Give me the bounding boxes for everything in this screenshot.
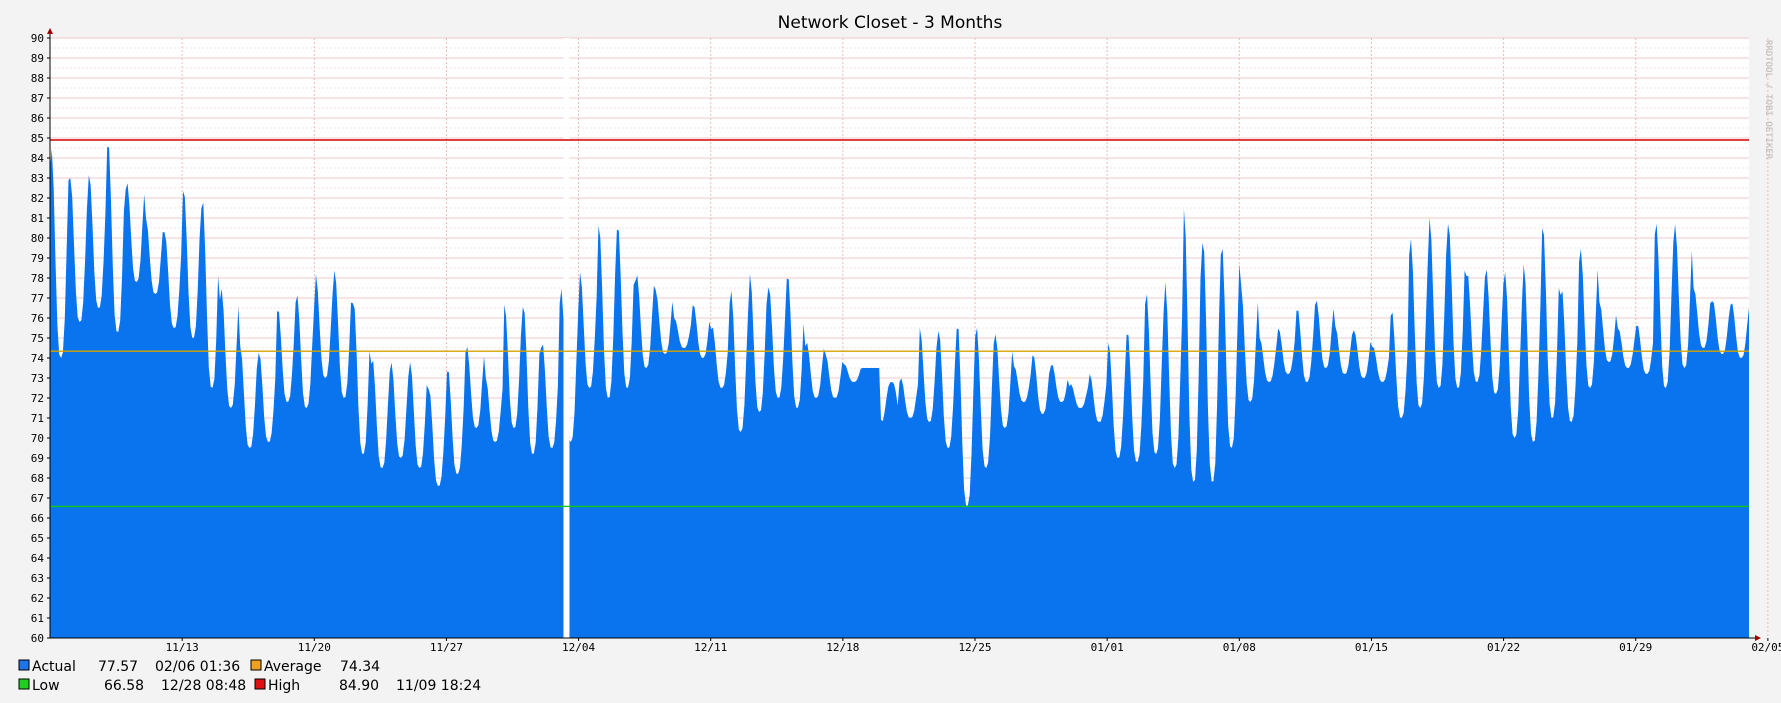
legend-swatch-average (250, 659, 262, 671)
y-tick-label: 73 (31, 372, 44, 385)
legend-swatch-actual (18, 659, 30, 671)
y-tick-label: 62 (31, 592, 44, 605)
x-tick-label: 01/29 (1619, 641, 1652, 654)
y-tick-label: 64 (31, 552, 45, 565)
y-tick-label: 85 (31, 132, 44, 145)
legend-time-actual: 02/06 01:36 (155, 659, 240, 675)
legend-item-high: High 84.90 11/09 18:24 (254, 678, 481, 694)
y-axis-tick-labels: 60 61 62 63 64 65 66 67 68 69 70 71 72 73 74 75 76 77 78 79… (31, 32, 50, 645)
y-tick-label: 68 (31, 472, 44, 485)
y-tick-label: 79 (31, 252, 44, 265)
series-area (50, 38, 1749, 638)
x-tick-label: 01/01 (1091, 641, 1124, 654)
legend-label-actual: Actual (32, 659, 76, 675)
y-tick-label: 69 (31, 452, 44, 465)
legend-item-average: Average 74.34 (250, 659, 380, 675)
y-tick-label: 80 (31, 232, 44, 245)
y-tick-label: 60 (31, 632, 44, 645)
y-tick-label: 90 (31, 32, 44, 45)
y-tick-label: 89 (31, 52, 44, 65)
legend-value-high: 84.90 (339, 678, 379, 694)
legend-value-average: 74.34 (340, 659, 380, 675)
legend-value-actual: 77.57 (98, 659, 138, 675)
legend-swatch-high (254, 678, 266, 690)
y-tick-label: 88 (31, 72, 44, 85)
y-tick-label: 76 (31, 312, 44, 325)
x-axis-tick-labels: 11/13 11/20 11/27 12/04 12/11 12/18 12/25 01/01… (166, 638, 1781, 654)
x-tick-label: 01/22 (1487, 641, 1520, 654)
threshold-lines (50, 139, 1749, 508)
x-tick-label: 12/25 (958, 641, 991, 654)
legend-swatch-low (18, 678, 30, 690)
x-tick-label: 01/15 (1355, 641, 1388, 654)
x-axis-arrow-icon (1755, 635, 1761, 641)
y-tick-label: 82 (31, 192, 44, 205)
x-tick-label: 01/08 (1223, 641, 1256, 654)
y-tick-label: 81 (31, 212, 44, 225)
y-tick-label: 63 (31, 572, 44, 585)
y-tick-label: 71 (31, 412, 44, 425)
y-tick-label: 86 (31, 112, 44, 125)
y-tick-label: 83 (31, 172, 44, 185)
y-tick-label: 70 (31, 432, 44, 445)
y-tick-label: 65 (31, 532, 44, 545)
x-tick-label: 11/27 (430, 641, 463, 654)
x-tick-label: 12/18 (826, 641, 859, 654)
y-tick-label: 72 (31, 392, 44, 405)
axes (47, 28, 1761, 641)
y-tick-label: 66 (31, 512, 44, 525)
x-tick-label: 12/04 (562, 641, 595, 654)
x-tick-label: 11/20 (298, 641, 331, 654)
chart-title: Network Closet - 3 Months (778, 13, 1003, 33)
legend-item-actual: Actual 77.57 02/06 01:36 (18, 659, 240, 675)
y-tick-label: 77 (31, 292, 44, 305)
y-tick-label: 61 (31, 612, 44, 625)
legend-time-high: 11/09 18:24 (396, 678, 481, 694)
data-gap (563, 38, 570, 638)
legend: Actual 77.57 02/06 01:36 Average 74.34 L… (18, 659, 481, 694)
y-axis-arrow-icon (47, 28, 53, 34)
legend-label-average: Average (264, 659, 322, 675)
y-tick-label: 75 (31, 332, 44, 345)
legend-value-low: 66.58 (104, 678, 144, 694)
y-tick-label: 67 (31, 492, 44, 505)
legend-time-low: 12/28 08:48 (161, 678, 246, 694)
x-tick-label: 11/13 (166, 641, 199, 654)
x-tick-label: 02/05 (1751, 641, 1781, 654)
legend-label-low: Low (32, 678, 60, 694)
series-actual-area (50, 146, 1749, 638)
x-tick-label: 12/11 (694, 641, 727, 654)
y-tick-label: 78 (31, 272, 44, 285)
legend-label-high: High (268, 678, 300, 694)
y-tick-label: 84 (31, 152, 45, 165)
y-tick-label: 87 (31, 92, 44, 105)
y-tick-label: 74 (31, 352, 45, 365)
legend-item-low: Low 66.58 12/28 08:48 (18, 678, 246, 694)
